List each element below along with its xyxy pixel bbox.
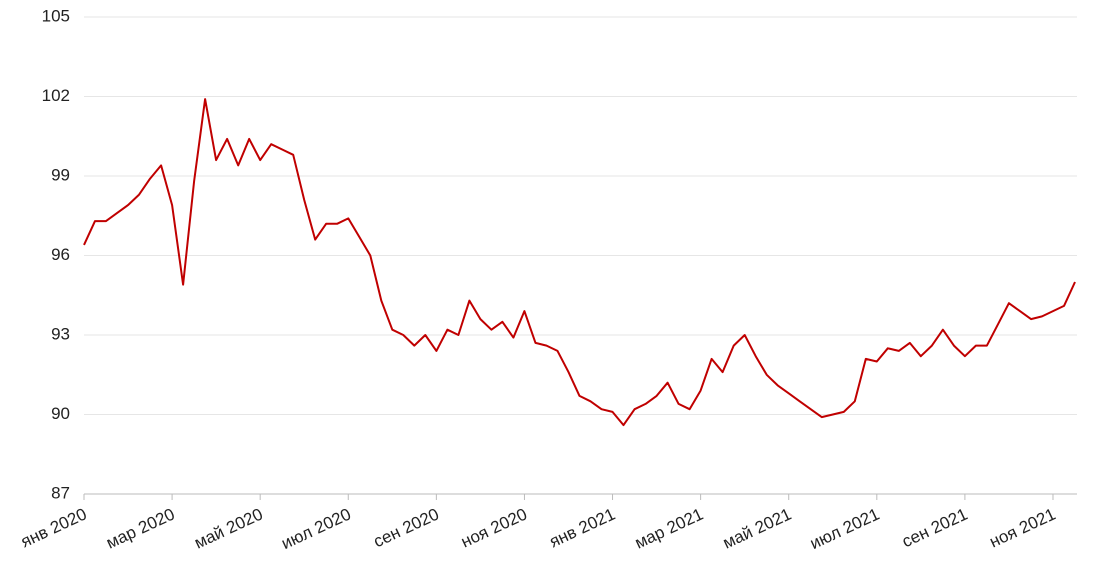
x-tick-label: июл 2021	[807, 504, 882, 553]
x-tick-label: янв 2020	[18, 504, 90, 551]
y-tick-label: 105	[42, 6, 70, 25]
x-tick-label: ноя 2021	[987, 504, 1059, 551]
y-tick-label: 99	[51, 165, 70, 184]
line-series	[83, 98, 1076, 427]
y-tick-label: 96	[51, 245, 70, 264]
x-tick-label: май 2021	[720, 504, 794, 552]
x-tick-label: май 2020	[191, 504, 265, 552]
x-tick-label: ноя 2020	[458, 504, 530, 551]
x-tick-label: мар 2021	[632, 504, 706, 552]
y-tick-label: 87	[51, 483, 70, 502]
x-tick-label: янв 2021	[546, 504, 618, 551]
x-tick-label: мар 2020	[103, 504, 177, 552]
x-tick-label: сен 2020	[371, 504, 442, 551]
x-tick-label: июл 2020	[278, 504, 353, 553]
y-tick-label: 93	[51, 324, 70, 343]
y-tick-label: 102	[42, 86, 70, 105]
y-tick-label: 90	[51, 404, 70, 423]
x-tick-label: сен 2021	[899, 504, 970, 551]
